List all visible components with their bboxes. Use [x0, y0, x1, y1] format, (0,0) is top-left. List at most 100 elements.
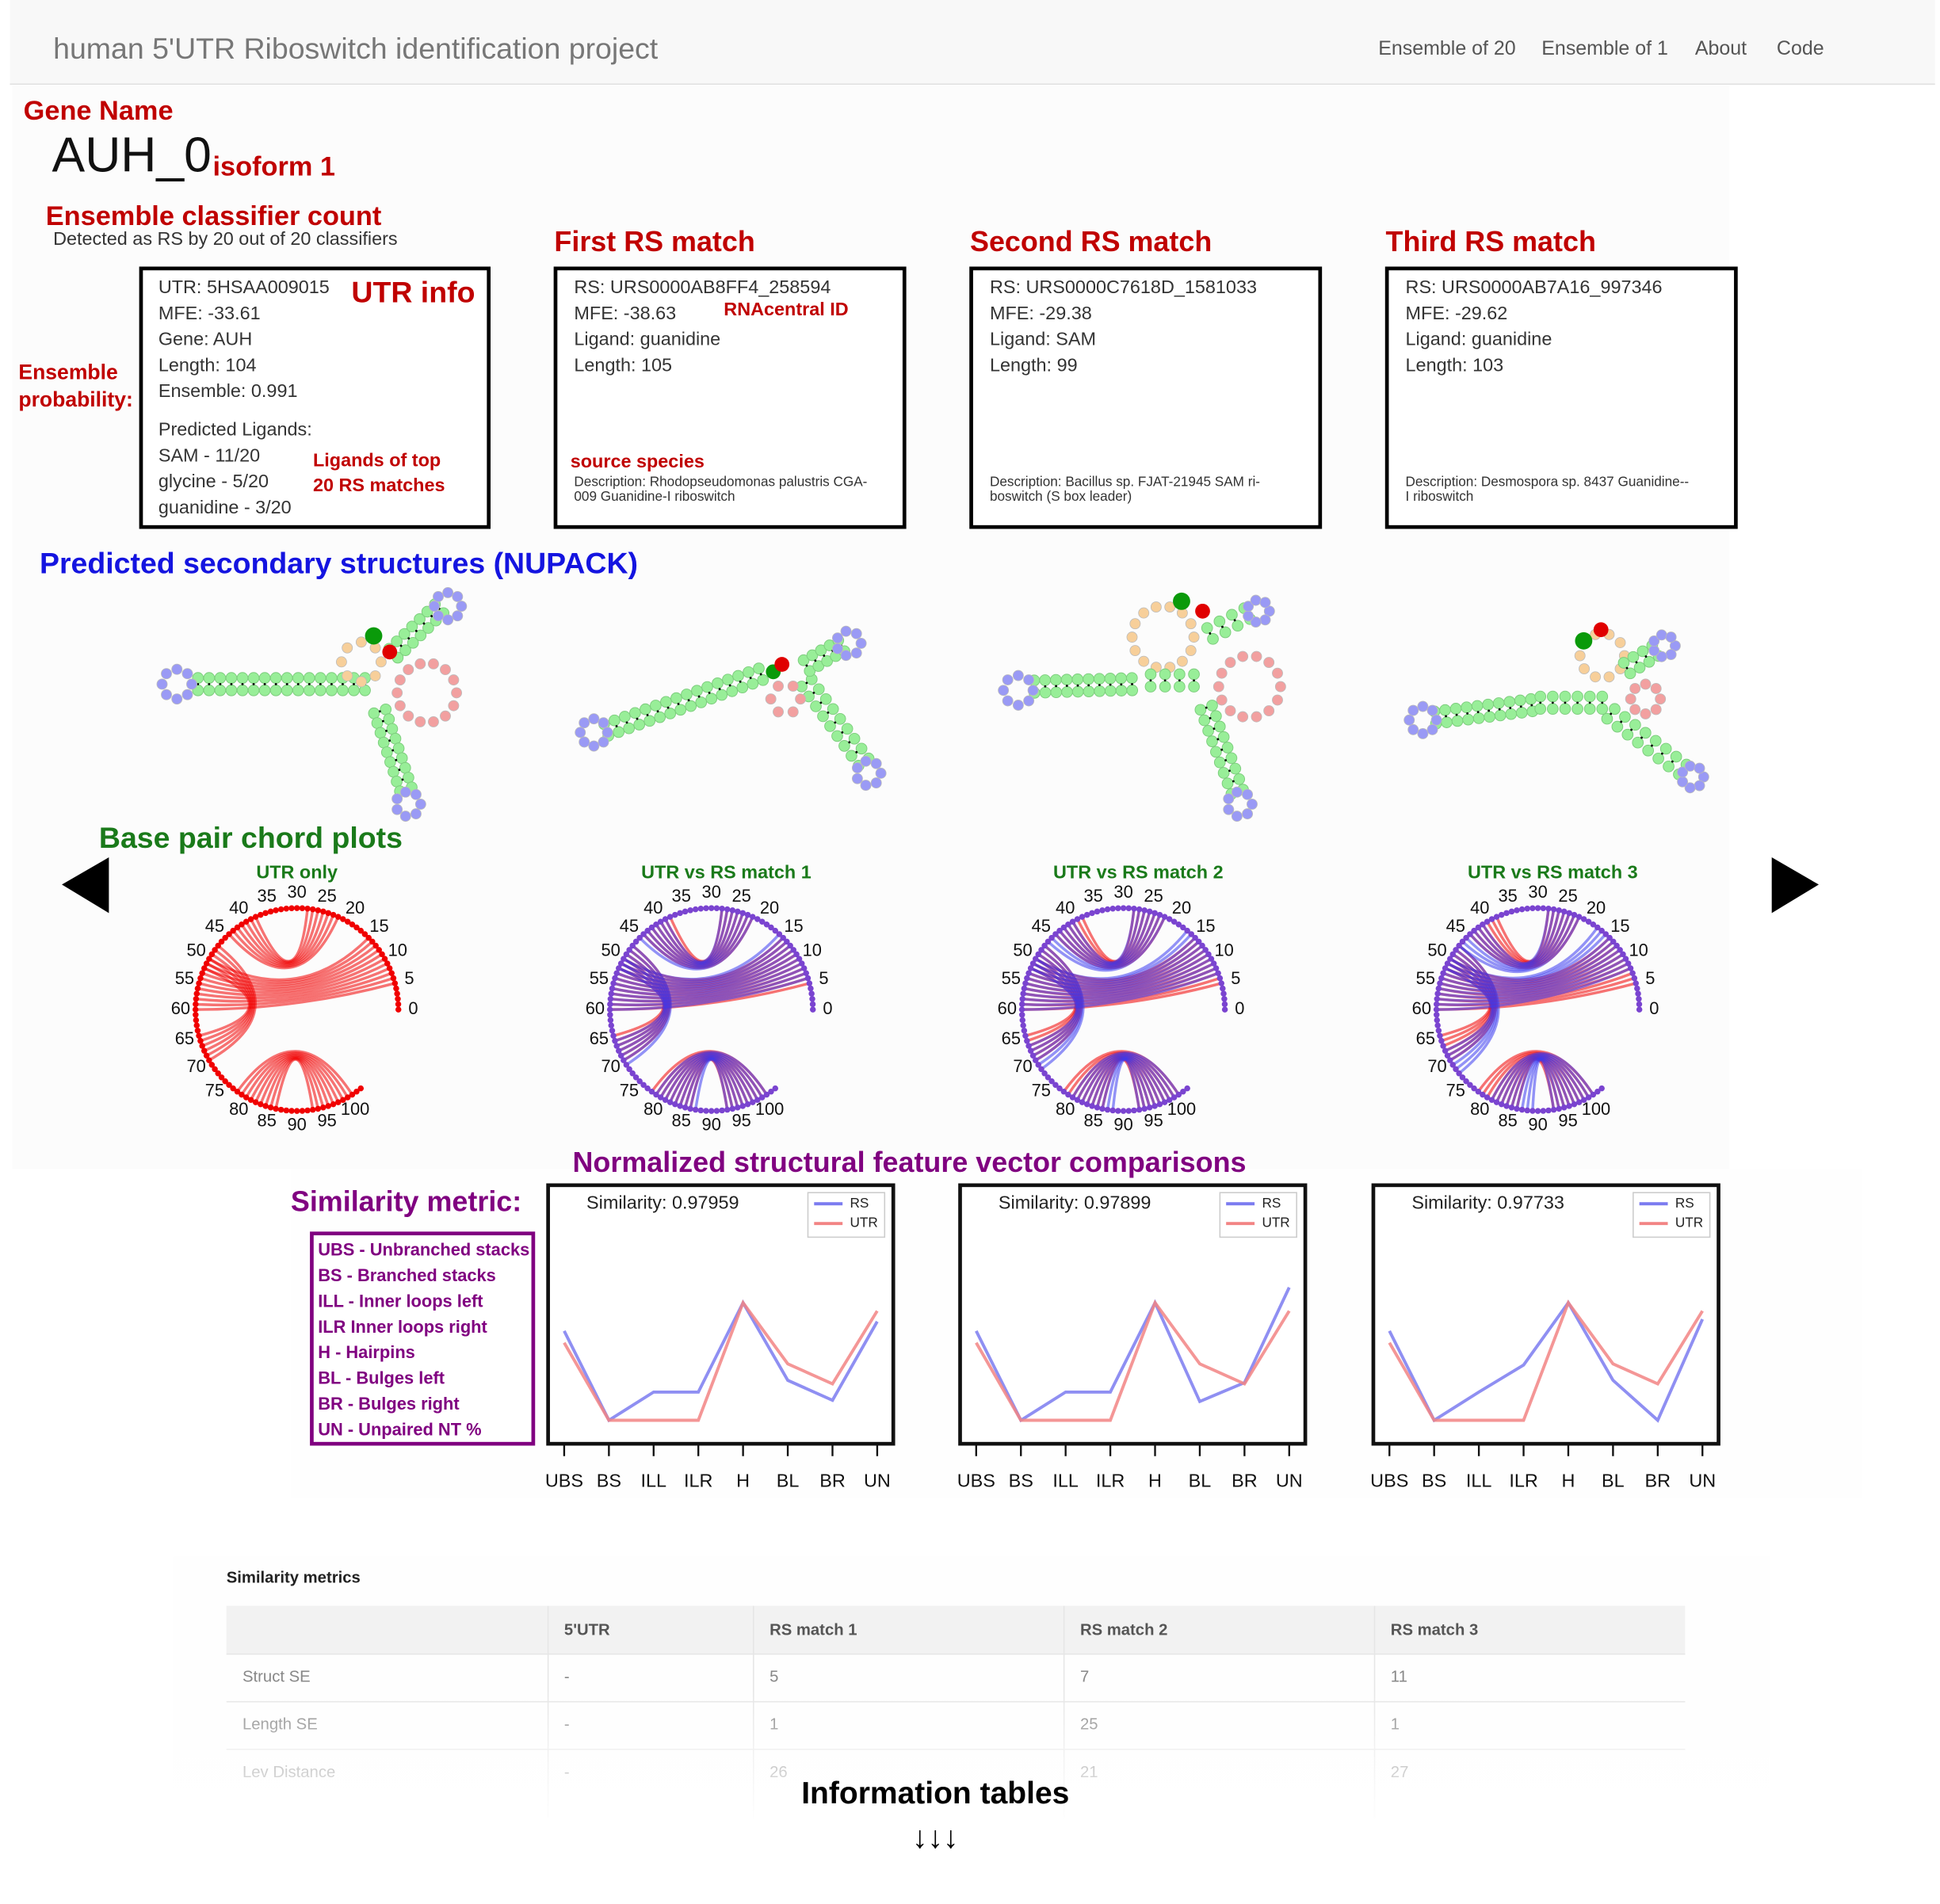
nucleotide	[340, 916, 346, 922]
nucleotide	[1488, 1097, 1495, 1103]
nucleotide	[1002, 695, 1014, 707]
base-pair	[1530, 704, 1533, 707]
nucleotide	[621, 956, 627, 962]
metric-legend	[310, 1231, 536, 1446]
nucleotide	[817, 710, 829, 723]
chord-tick-label: 100	[341, 1099, 369, 1119]
nucleotide	[442, 614, 454, 626]
nav-link[interactable]: Code	[1777, 37, 1824, 59]
nucleotide	[1012, 670, 1024, 681]
nucleotide	[870, 757, 882, 769]
nucleotide	[1453, 1066, 1459, 1073]
legend-label: RS	[1675, 1195, 1694, 1211]
nucleotide	[309, 1106, 316, 1113]
chord-tick-label: 60	[171, 998, 190, 1018]
prev-arrow[interactable]	[62, 857, 109, 914]
info-line: RS: URS0000AB7A16_997346	[1406, 277, 1663, 297]
annotation: Third RS match	[1386, 225, 1596, 258]
row-label: Struct SE	[242, 1669, 311, 1686]
next-arrow[interactable]	[1771, 857, 1819, 914]
nucleotide	[353, 924, 360, 931]
base-pair	[812, 691, 815, 694]
nucleotide	[657, 918, 664, 925]
nucleotide	[1632, 736, 1644, 749]
nucleotide	[1038, 1066, 1044, 1073]
nucleotide	[1694, 762, 1705, 774]
nucleotide	[1434, 990, 1441, 997]
base-pair	[1671, 760, 1674, 763]
nucleotide	[787, 942, 793, 949]
nucleotide	[239, 921, 245, 928]
nucleotide	[369, 670, 381, 681]
nucleotide	[1170, 1094, 1178, 1101]
base-pair	[1120, 683, 1123, 686]
base-pair	[615, 725, 618, 727]
nucleotide	[705, 693, 718, 705]
base-pair	[1498, 708, 1501, 711]
nucleotide	[377, 736, 390, 749]
nucleotide	[304, 906, 311, 912]
nucleotide	[433, 590, 444, 602]
nucleotide	[384, 756, 396, 769]
base-pair	[391, 749, 395, 752]
nav-link[interactable]: Ensemble of 1	[1541, 37, 1668, 59]
nucleotide	[613, 970, 620, 976]
nucleotide	[687, 907, 693, 914]
nucleotide	[703, 905, 709, 911]
nucleotide	[1159, 681, 1171, 693]
nucleotide	[236, 684, 249, 696]
nucleotide	[380, 703, 392, 715]
nucleotide	[1508, 1105, 1515, 1111]
nucleotide	[644, 927, 651, 934]
chord-plot	[1433, 905, 1643, 1114]
nucleotide	[1231, 786, 1243, 798]
nucleotide	[1534, 1108, 1541, 1114]
nucleotide	[695, 696, 708, 708]
base-pair	[385, 729, 388, 732]
nucleotide	[330, 911, 337, 918]
metric-item: ILL - Inner loops left	[318, 1291, 483, 1311]
nucleotide	[1144, 668, 1157, 681]
nucleotide	[598, 717, 609, 729]
nucleotide	[773, 706, 784, 718]
nucleotide	[293, 905, 300, 911]
nucleotide	[239, 1091, 245, 1098]
nucleotide	[1434, 1012, 1440, 1018]
nav-link[interactable]: Ensemble of 20	[1378, 37, 1516, 59]
nucleotide	[269, 684, 282, 696]
nucleotide	[616, 965, 622, 971]
base-pair	[646, 714, 649, 716]
nucleotide	[384, 960, 391, 967]
nucleotide	[1044, 938, 1052, 945]
nucleotide	[1575, 914, 1583, 920]
nucleotide	[1625, 693, 1636, 705]
chord	[198, 957, 386, 994]
nucleotide	[612, 975, 618, 982]
nucleotide	[998, 685, 1010, 696]
nucleotide	[758, 1094, 766, 1101]
nucleotide	[1215, 970, 1221, 976]
nucleotide	[1614, 637, 1626, 648]
base-pair	[430, 615, 433, 617]
nucleotide	[193, 1022, 200, 1028]
nucleotide	[1138, 607, 1150, 619]
nucleotide	[1221, 742, 1234, 754]
base-pair	[252, 683, 255, 685]
chord	[1438, 948, 1621, 996]
nucleotide	[1636, 1001, 1643, 1008]
nucleotide	[192, 1006, 199, 1013]
base-pair	[1455, 713, 1458, 716]
nucleotide	[1104, 1106, 1111, 1113]
info-line: MFE: -38.63	[574, 303, 676, 323]
nucleotide	[1571, 1101, 1578, 1108]
nav-link[interactable]: About	[1695, 37, 1747, 59]
base-pair	[395, 758, 398, 761]
nucleotide	[623, 951, 630, 958]
nucleotide	[607, 1012, 613, 1018]
chord	[1024, 952, 1209, 996]
nucleotide	[299, 905, 306, 911]
nucleotide	[840, 650, 852, 662]
nucleotide	[1094, 908, 1101, 915]
base-pair	[739, 680, 742, 683]
nucleotide	[315, 1105, 322, 1112]
